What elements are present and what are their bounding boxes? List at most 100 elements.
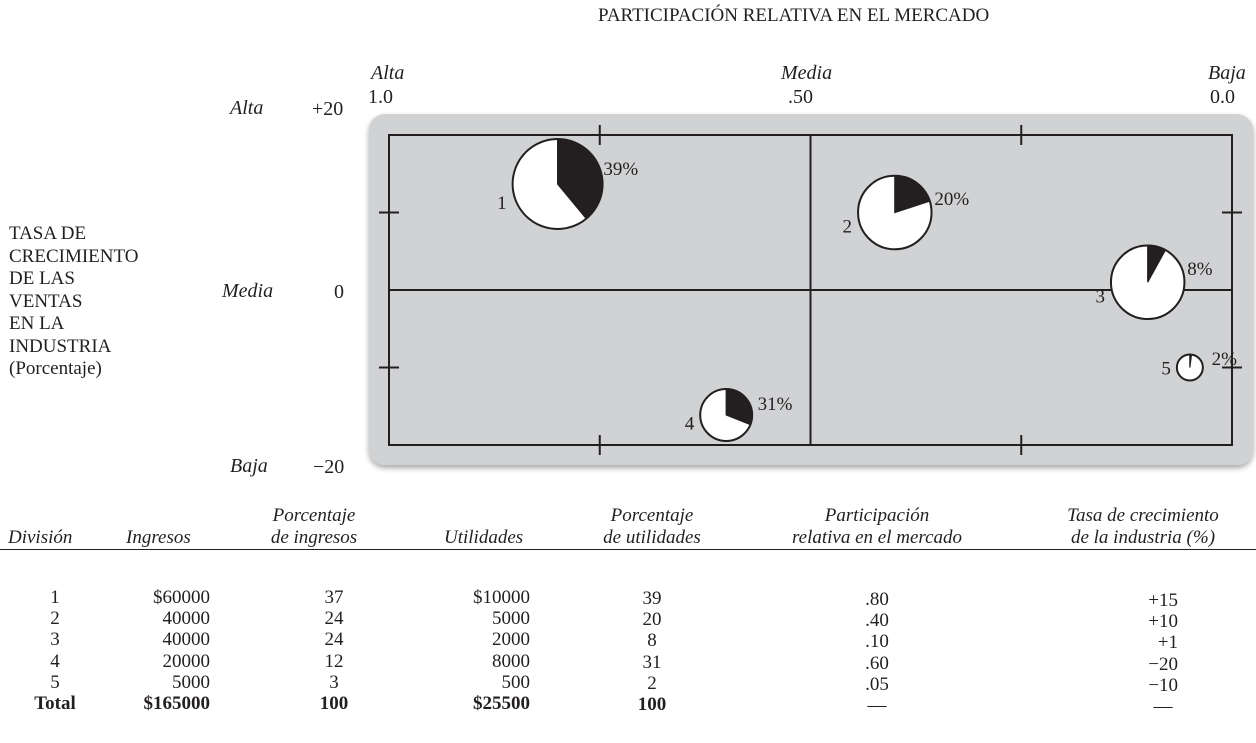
table-cell-tasa: −20 — [1148, 653, 1178, 675]
col-header-pct-ingresos: Porcentaje de ingresos — [254, 505, 374, 549]
x-level-alta: Alta — [371, 62, 405, 84]
bubble-1: 1 39% — [497, 138, 638, 230]
x-tick-1-0: 1.0 — [368, 86, 393, 108]
table-cell-utilidades-total: $25500 — [473, 693, 530, 715]
col-pct-ingresos: 37 24 24 12 3 100 — [294, 587, 374, 714]
table-cell-pct-ingresos: 24 — [324, 629, 344, 651]
table-cell-participacion: .60 — [865, 652, 889, 674]
x-axis-title: PARTICIPACIÓN RELATIVA EN EL MERCADO — [598, 5, 990, 26]
table-cell-pct-utilidades: 2 — [647, 672, 657, 694]
col-header-pct-utilidades: Porcentaje de utilidades — [586, 505, 718, 549]
y-axis-title: TASA DE CRECIMIENTO DE LAS VENTAS EN LA … — [9, 223, 138, 381]
bubble-pct-label: 2% — [1212, 349, 1238, 370]
col-pct-utilidades: 39 20 8 31 2 100 — [612, 588, 692, 715]
table-cell-participacion: .10 — [865, 631, 889, 653]
table-cell-pct-utilidades: 31 — [642, 651, 662, 673]
table-cell-pct-utilidades: 20 — [642, 609, 662, 631]
table-cell-pct-ingresos: 12 — [324, 650, 344, 672]
bubble-label: 2 — [843, 217, 853, 238]
table-cell-tasa: +10 — [1148, 611, 1178, 633]
table-cell-ingresos: 40000 — [162, 629, 211, 651]
table-cell-participacion: .80 — [865, 589, 889, 610]
y-axis-title-line: EN LA — [9, 313, 65, 334]
x-tick-0-50: .50 — [788, 86, 813, 108]
table-cell-pct-utilidades: 8 — [647, 630, 657, 652]
col-header-pct-ingresos-line: de ingresos — [270, 527, 358, 548]
col-header-ingresos: Ingresos — [126, 527, 191, 548]
col-ingresos: $60000 40000 40000 20000 5000 $165000 — [100, 587, 211, 715]
bubble-pct-label: 8% — [1187, 259, 1213, 280]
table-cell-division: 3 — [50, 629, 60, 651]
table-cell-participacion: .05 — [865, 673, 889, 695]
x-level-media: Media — [781, 62, 833, 84]
col-header-participacion: Participación relativa en el mercado — [772, 505, 982, 549]
bubble-5: 5 2% — [1161, 349, 1238, 382]
bubble-pct-label: 31% — [758, 394, 793, 415]
table-cell-ingresos: 40000 — [162, 608, 211, 630]
col-header-tasa-line: de la industria (%) — [1070, 527, 1216, 548]
y-level-media: Media — [222, 280, 274, 302]
table-cell-pct-ingresos: 37 — [324, 587, 344, 608]
col-header-participacion-line: Participación — [824, 505, 930, 526]
col-participacion: .80 .40 .10 .60 .05 — — [837, 589, 917, 716]
bubble-pct-label: 39% — [603, 159, 638, 180]
table-cell-utilidades: $10000 — [473, 587, 530, 608]
y-axis-title-line: VENTAS — [9, 290, 83, 312]
col-header-utilidades: Utilidades — [444, 527, 524, 548]
y-axis-title-line: CRECIMIENTO — [9, 245, 139, 267]
table-cell-tasa: +15 — [1148, 590, 1178, 611]
table-cell-utilidades: 5000 — [492, 608, 530, 630]
table-cell-ingresos: 5000 — [172, 671, 210, 693]
col-tasa: +15 +10 +1 −20 −10 — — [1100, 590, 1178, 717]
table-cell-utilidades: 500 — [501, 671, 531, 693]
bubble-wedge — [1147, 244, 1167, 283]
bubble-label: 5 — [1161, 359, 1171, 380]
table-cell-division: 1 — [50, 587, 60, 608]
bubble-3: 3 8% — [1095, 244, 1213, 320]
col-division: 1 2 3 4 5 Total — [20, 587, 90, 714]
bubble-4: 4 31% — [685, 388, 793, 442]
table-cell-pct-ingresos: 24 — [324, 608, 344, 630]
col-utilidades: $10000 5000 2000 8000 500 $25500 — [430, 587, 530, 714]
bubble-wedge — [557, 138, 604, 220]
bubble-label: 3 — [1095, 286, 1105, 307]
col-header-pct-ingresos-line: Porcentaje — [272, 505, 356, 526]
table-cell-division: 5 — [50, 671, 60, 693]
table-cell-participacion: .40 — [865, 610, 889, 632]
bubble-wedge — [725, 388, 753, 426]
table-cell-ingresos-total: $165000 — [143, 693, 211, 715]
table-cell-tasa: +1 — [1157, 632, 1178, 654]
y-level-baja: Baja — [230, 455, 268, 477]
y-tick-plus20: +20 — [312, 98, 344, 120]
bubble-chart: 1 39% 2 20% 3 8% 4 31% 5 2% — [369, 114, 1253, 465]
x-tick-0-0: 0.0 — [1210, 86, 1235, 108]
table-cell-participacion-total: — — [867, 695, 887, 717]
table-cell-division: 4 — [50, 650, 60, 672]
table-header-rule — [0, 549, 1256, 550]
col-header-tasa: Tasa de crecimiento de la industria (%) — [1040, 505, 1246, 549]
col-header-pct-utilidades-line: de utilidades — [603, 527, 701, 548]
y-axis-title-line: INDUSTRIA — [9, 335, 112, 357]
col-header-division: División — [8, 527, 73, 548]
table-cell-tasa: −10 — [1148, 674, 1178, 696]
bubble-2: 2 20% — [843, 174, 969, 251]
table-cell-tasa-total: — — [1153, 696, 1173, 718]
y-axis-title-line: DE LAS — [9, 268, 75, 289]
y-tick-minus20: −20 — [313, 456, 345, 478]
bubble-label: 4 — [685, 413, 695, 434]
y-axis-title-line: (Porcentaje) — [9, 358, 102, 379]
y-axis-title-line: TASA DE — [9, 223, 87, 244]
table-cell-ingresos: $60000 — [153, 587, 210, 608]
col-header-tasa-line: Tasa de crecimiento — [1067, 505, 1219, 526]
bubble-wedge — [1189, 353, 1193, 368]
bubble-label: 1 — [497, 193, 507, 214]
table-cell-division-total: Total — [34, 693, 76, 715]
table-cell-pct-utilidades: 39 — [642, 588, 662, 609]
y-level-alta: Alta — [230, 97, 264, 119]
col-header-pct-utilidades-line: Porcentaje — [610, 505, 694, 526]
x-level-baja: Baja — [1208, 62, 1246, 84]
col-header-participacion-line: relativa en el mercado — [791, 527, 963, 548]
table-cell-utilidades: 2000 — [492, 629, 530, 651]
bubble-pct-label: 20% — [934, 189, 969, 210]
bubble-wedge — [894, 175, 931, 214]
